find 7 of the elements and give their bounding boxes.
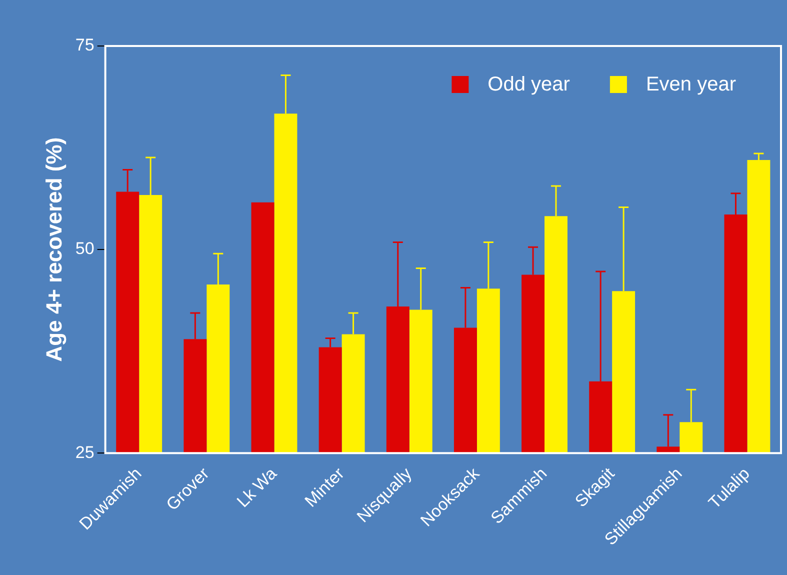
legend-label: Even year [646, 74, 736, 96]
x-tick-label: Lk Wa [233, 464, 281, 512]
legend-label: Odd year [488, 74, 570, 96]
y-tick-label: 75 [75, 36, 94, 55]
y-axis-title: Age 4+ recovered (%) [41, 137, 66, 362]
y-tick-label: 25 [75, 442, 94, 462]
y-tick-label: 50 [75, 239, 94, 258]
